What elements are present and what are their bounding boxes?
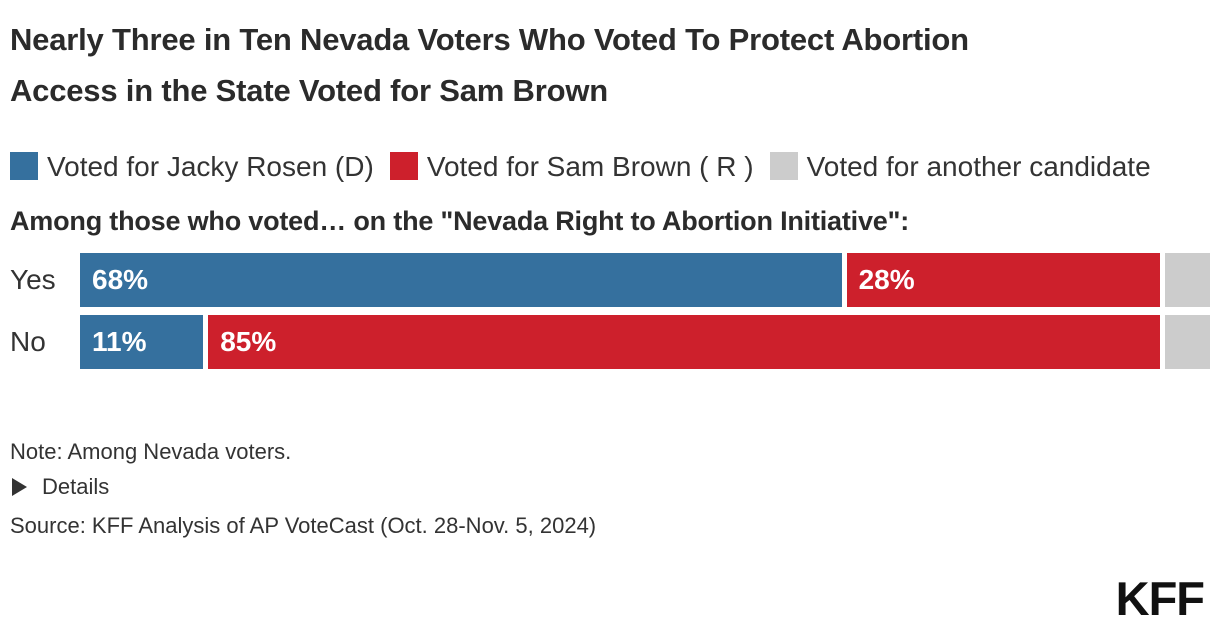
- legend-item: Voted for Jacky Rosen (D): [10, 151, 374, 182]
- category-label: Yes: [10, 264, 56, 295]
- legend-label: Voted for another candidate: [806, 151, 1151, 182]
- triangle-right-icon: [12, 478, 27, 496]
- bar-value-label: 11%: [92, 326, 147, 357]
- legend-item: Voted for Sam Brown ( R ): [389, 151, 754, 182]
- bar-segment: 11%: [80, 315, 204, 369]
- kff-logo: KFF: [1115, 572, 1205, 625]
- bar-segment: [1165, 253, 1210, 307]
- bar-track: 68% 28%: [80, 253, 1210, 307]
- bar-segment: 68%: [80, 253, 842, 307]
- details-expander[interactable]: Details: [10, 474, 1210, 500]
- details-label: Details: [42, 474, 110, 499]
- legend-label: Voted for Sam Brown ( R ): [426, 151, 754, 182]
- legend-swatch-icon: [10, 152, 38, 180]
- category-label: No: [10, 326, 46, 357]
- legend-swatch-icon: [769, 152, 798, 180]
- bar-value-label: 68%: [92, 264, 149, 295]
- legend-item: Voted for another candidate: [769, 151, 1151, 182]
- chart-subtitle: Among those who voted… on the "Nevada Ri…: [10, 206, 909, 236]
- bar-row: Yes 68% 28%: [10, 253, 1210, 307]
- legend-label: Voted for Jacky Rosen (D): [47, 151, 374, 182]
- bar-row: No 11% 85%: [10, 315, 1210, 369]
- bar-value-label: 28%: [858, 264, 915, 295]
- bar-track: 11% 85%: [80, 315, 1210, 369]
- chart-title: Nearly Three in Ten Nevada Voters Who Vo…: [10, 22, 969, 108]
- source-text: Source: KFF Analysis of AP VoteCast (Oct…: [10, 513, 597, 538]
- note-text: Note: Among Nevada voters.: [10, 439, 292, 464]
- bar-segment: 85%: [208, 315, 1161, 369]
- legend: Voted for Jacky Rosen (D) Voted for Sam B…: [10, 140, 1210, 194]
- bar-value-label: 85%: [220, 326, 277, 357]
- bar-segment: 28%: [846, 253, 1161, 307]
- legend-swatch-icon: [389, 152, 418, 180]
- bar-segment: [1165, 315, 1210, 369]
- stacked-bar-chart: Yes 68% 28% No 11% 85%: [10, 253, 1210, 369]
